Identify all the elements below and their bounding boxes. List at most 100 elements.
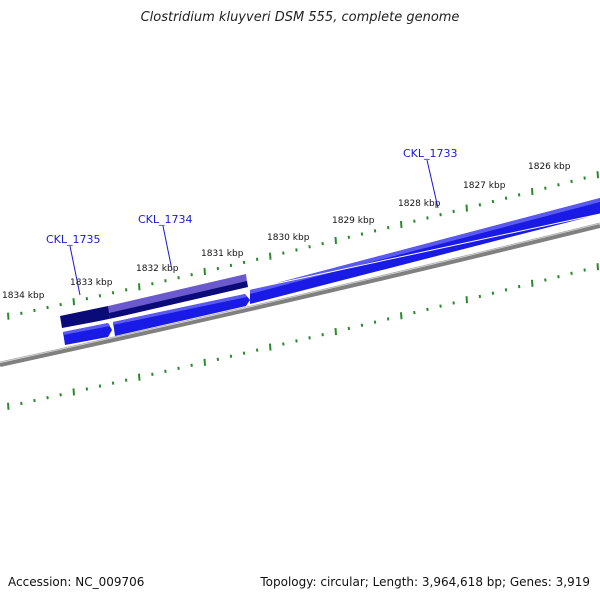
scale-label: 1827 kbp — [463, 181, 506, 191]
tick-mark — [111, 381, 115, 385]
tick-mark — [557, 275, 560, 279]
tick-mark — [138, 283, 141, 291]
tick-mark — [400, 220, 403, 228]
tick-mark — [33, 308, 36, 313]
tick-mark — [98, 294, 102, 298]
tick-mark — [151, 372, 154, 376]
tick-mark — [269, 343, 272, 351]
tick-mark — [295, 339, 298, 343]
genome-summary-text: Topology: circular; Length: 3,964,618 bp… — [260, 575, 590, 589]
gene-label-ckl-1734[interactable]: CKL_1734 — [138, 213, 193, 271]
tick-mark — [360, 323, 364, 327]
tick-mark — [46, 396, 49, 400]
tick-mark — [478, 203, 482, 207]
tick-mark — [282, 342, 285, 346]
map-title: Clostridium kluyveri DSM 555, complete g… — [140, 10, 460, 25]
tick-mark — [59, 393, 62, 397]
gene-label-ckl-1735[interactable]: CKL_1735 — [46, 233, 101, 296]
outer-tick-row — [7, 171, 599, 320]
tick-mark — [216, 266, 220, 271]
inner-tick-row — [7, 263, 599, 410]
tick-mark — [46, 305, 49, 310]
tick-mark — [596, 171, 599, 179]
tick-mark — [190, 363, 193, 367]
tick-mark — [334, 327, 337, 336]
scale-label: 1829 kbp — [332, 216, 375, 226]
tick-mark — [583, 176, 586, 180]
tick-mark — [282, 251, 285, 255]
scale-label: 1830 kbp — [267, 233, 310, 243]
tick-mark — [439, 213, 442, 217]
tick-mark — [59, 302, 62, 307]
tick-mark — [452, 301, 455, 305]
tick-mark — [164, 279, 167, 283]
genome-backbone-highlight — [0, 222, 600, 363]
tick-mark — [544, 278, 547, 282]
tick-mark — [229, 263, 233, 268]
row-separator — [59, 213, 600, 331]
tick-mark — [531, 279, 534, 287]
svg-text:CKL_1735: CKL_1735 — [46, 233, 101, 246]
tick-mark — [347, 235, 351, 239]
tick-mark — [426, 307, 429, 312]
tick-mark — [308, 336, 311, 340]
tick-mark — [426, 216, 429, 220]
gene-ckl-1734-dark — [109, 281, 248, 319]
tick-mark — [203, 358, 206, 366]
tick-mark — [20, 401, 23, 406]
tick-mark — [360, 232, 364, 236]
gene-ckl-1734-top[interactable] — [108, 274, 247, 314]
tick-mark — [596, 263, 599, 271]
gene-ckl-1735[interactable] — [60, 306, 110, 328]
tick-mark — [373, 320, 377, 324]
tick-mark — [491, 291, 495, 295]
tick-mark — [98, 384, 102, 388]
tick-mark — [465, 204, 468, 212]
tick-mark — [583, 268, 586, 272]
tick-mark — [124, 378, 128, 382]
tick-mark — [255, 348, 259, 352]
tick-mark — [85, 387, 89, 391]
tick-mark — [531, 187, 534, 196]
gene-band-ckl-1733-highlight — [250, 198, 600, 294]
tick-mark — [242, 351, 246, 355]
tick-mark — [544, 186, 547, 190]
gene-lower-2[interactable] — [63, 323, 112, 345]
tick-mark — [413, 310, 416, 315]
tick-mark — [347, 326, 351, 331]
tick-mark — [295, 248, 298, 252]
tick-mark — [570, 179, 573, 184]
tick-mark — [151, 282, 154, 286]
tick-mark — [229, 354, 233, 358]
tick-mark — [7, 312, 10, 320]
svg-text:CKL_1733: CKL_1733 — [403, 147, 458, 160]
tick-mark — [321, 333, 324, 337]
tick-mark — [33, 398, 36, 403]
gene-lower-2-highlight — [63, 323, 110, 335]
scale-label: 1831 kbp — [201, 249, 244, 259]
tick-mark — [255, 257, 259, 261]
scale-label: 1834 kbp — [2, 291, 45, 301]
tick-mark — [190, 273, 193, 277]
gene-lower-1[interactable] — [113, 294, 250, 336]
tick-mark — [373, 229, 377, 233]
scale-label: 1828 kbp — [398, 199, 441, 209]
tick-mark — [72, 298, 75, 306]
tick-mark — [203, 268, 206, 276]
tick-mark — [177, 366, 180, 370]
genome-backbone — [0, 224, 600, 367]
tick-mark — [386, 317, 390, 321]
tick-mark — [72, 388, 75, 396]
tick-mark — [504, 196, 508, 200]
tick-mark — [491, 199, 495, 204]
svg-text:CKL_1734: CKL_1734 — [138, 213, 193, 226]
scale-label: 1832 kbp — [136, 264, 179, 274]
tick-mark — [242, 260, 246, 265]
gene-label-ckl-1733[interactable]: CKL_1733 — [403, 147, 458, 209]
scale-label: 1833 kbp — [70, 278, 113, 288]
tick-mark — [177, 276, 180, 280]
tick-mark — [439, 304, 442, 308]
tick-mark — [85, 297, 89, 301]
